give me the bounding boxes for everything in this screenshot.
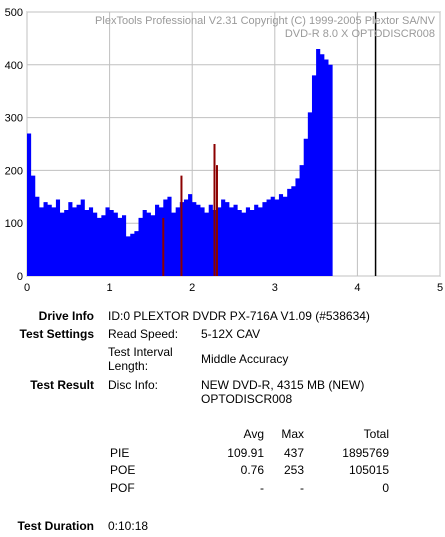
- row-pof-avg: -: [260, 481, 264, 495]
- row-poe-max: 253: [283, 463, 304, 477]
- row-pie-total: 1895769: [342, 446, 389, 460]
- row-pie-name: PIE: [110, 446, 130, 460]
- drive-info-label: Drive Info: [38, 309, 94, 323]
- test-duration-value: 0:10:18: [108, 519, 149, 533]
- drive-info-value: ID:0 PLEXTOR DVDR PX-716A V1.09 (#538634…: [108, 309, 370, 323]
- read-speed-key: Read Speed:: [108, 327, 179, 341]
- row-poe-avg: 0.76: [240, 463, 264, 477]
- chart-marks: [162, 12, 377, 276]
- chart-ticks: 0 100 200 300 400 500 0 1 2 3 4 5: [5, 7, 443, 294]
- watermark-line: PlexTools Professional V2.31 Copyright (…: [95, 15, 436, 27]
- y-tick-label: 400: [5, 60, 23, 72]
- pie-poe-chart: PlexTools Professional V2.31 Copyright (…: [5, 7, 443, 294]
- header-total: Total: [363, 427, 389, 441]
- row-pof-name: POF: [110, 481, 135, 495]
- interval-key-2: Length:: [108, 359, 149, 373]
- row-pie-avg: 109.91: [227, 446, 264, 460]
- row-pie-max: 437: [283, 446, 304, 460]
- row-poe-name: POE: [110, 463, 136, 477]
- x-tick-label: 1: [107, 282, 113, 294]
- y-tick-label: 200: [5, 165, 23, 177]
- row-pof-max: -: [300, 481, 304, 495]
- disc-info-key: Disc Info:: [108, 378, 159, 392]
- row-poe-total: 105015: [348, 463, 389, 477]
- pie-series: [27, 48, 333, 277]
- y-tick-label: 0: [17, 271, 23, 283]
- y-tick-label: 500: [5, 7, 23, 19]
- interval-value: Middle Accuracy: [201, 352, 289, 366]
- chart-bars: [27, 48, 333, 277]
- header-avg: Avg: [243, 427, 264, 441]
- y-tick-label: 100: [5, 218, 23, 230]
- test-duration-label: Test Duration: [17, 519, 94, 533]
- disc-info-value-1: NEW DVD-R, 4315 MB (NEW): [201, 378, 365, 392]
- x-tick-label: 4: [354, 282, 360, 294]
- test-settings-label: Test Settings: [19, 327, 94, 341]
- x-tick-label: 3: [272, 282, 278, 294]
- x-tick-label: 5: [437, 282, 443, 294]
- chart-watermark: PlexTools Professional V2.31 Copyright (…: [95, 15, 436, 40]
- test-result-label: Test Result: [30, 378, 94, 392]
- interval-key-1: Test Interval: [108, 345, 173, 359]
- watermark-line: DVD-R 8.0 X OPTODISCR008: [285, 28, 435, 40]
- x-tick-label: 2: [189, 282, 195, 294]
- x-tick-label: 0: [24, 282, 30, 294]
- header-max: Max: [281, 427, 304, 441]
- y-tick-label: 300: [5, 113, 23, 125]
- row-pof-total: 0: [382, 481, 389, 495]
- disc-info-value-2: OPTODISCR008: [201, 392, 293, 406]
- read-speed-value: 5-12X CAV: [201, 327, 261, 341]
